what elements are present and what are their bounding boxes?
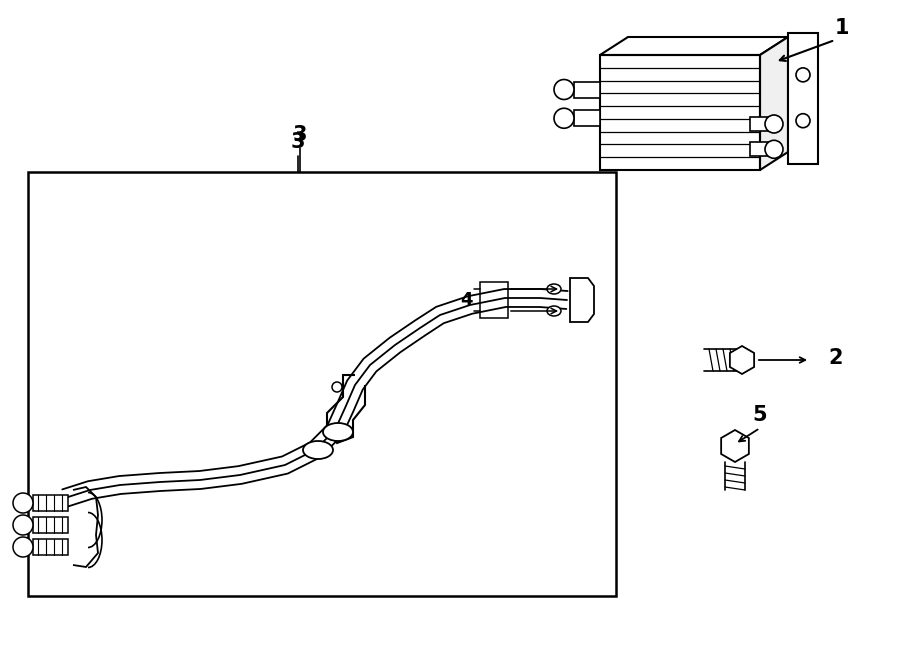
Circle shape (554, 108, 574, 128)
Bar (704, 349, 742, 371)
Circle shape (332, 382, 342, 392)
Bar (725, 462, 745, 490)
Text: 3: 3 (291, 132, 305, 152)
Bar (33, 539, 68, 555)
Text: 3: 3 (292, 125, 307, 145)
Bar (480, 282, 508, 318)
Bar (788, 33, 818, 164)
Bar (600, 55, 760, 170)
Polygon shape (570, 278, 594, 322)
Polygon shape (721, 430, 749, 462)
Ellipse shape (323, 423, 353, 441)
Bar (600, 55, 760, 170)
Text: 2: 2 (828, 348, 842, 368)
Circle shape (765, 115, 783, 133)
Circle shape (765, 140, 783, 158)
Polygon shape (730, 346, 754, 374)
Text: 1: 1 (835, 18, 850, 38)
Circle shape (13, 537, 33, 557)
Circle shape (554, 79, 574, 100)
Circle shape (13, 493, 33, 513)
Circle shape (796, 68, 810, 82)
Text: 5: 5 (752, 405, 768, 425)
Bar (33, 517, 68, 533)
Circle shape (13, 515, 33, 535)
Polygon shape (760, 37, 788, 170)
Bar (574, 110, 600, 126)
Text: 4: 4 (460, 291, 473, 309)
Ellipse shape (547, 306, 561, 316)
Bar (574, 81, 600, 98)
Bar (28, 172, 616, 596)
Circle shape (796, 114, 810, 128)
Bar (750, 142, 772, 156)
Ellipse shape (303, 441, 333, 459)
Polygon shape (600, 37, 788, 55)
Bar (33, 495, 68, 511)
Ellipse shape (547, 284, 561, 294)
Bar (750, 117, 772, 131)
